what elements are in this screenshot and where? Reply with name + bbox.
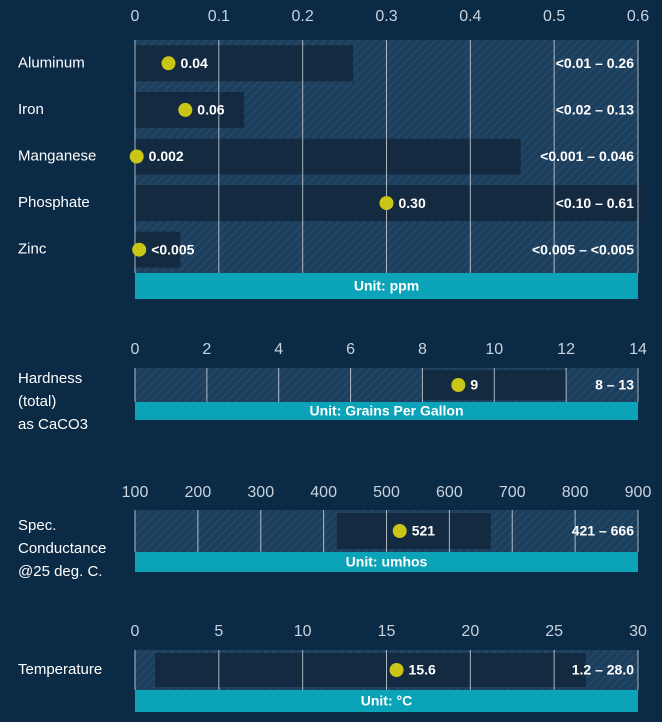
category-label: Phosphate xyxy=(18,194,90,211)
x-tick-label: 2 xyxy=(202,341,211,358)
category-label: Manganese xyxy=(18,147,96,164)
x-tick-label: 300 xyxy=(247,484,274,501)
value-dot xyxy=(132,242,147,257)
x-tick-label: 900 xyxy=(625,484,652,501)
x-tick-label: 600 xyxy=(436,484,463,501)
x-tick-label: 800 xyxy=(562,484,589,501)
value-label: 0.06 xyxy=(197,102,224,118)
range-bar xyxy=(155,653,587,687)
unit-bar xyxy=(135,552,638,572)
range-label: 1.2 – 28.0 xyxy=(572,662,634,678)
value-label: 9 xyxy=(470,377,478,393)
range-label: <0.10 – 0.61 xyxy=(556,195,634,211)
value-label: 15.6 xyxy=(409,662,436,678)
x-tick-label: 700 xyxy=(499,484,526,501)
range-label: <0.001 – 0.046 xyxy=(540,148,634,164)
category-label: @25 deg. C. xyxy=(18,563,102,580)
x-tick-label: 14 xyxy=(629,341,647,358)
unit-label: Unit: ppm xyxy=(354,278,419,294)
category-label: Iron xyxy=(18,101,44,118)
x-tick-label: 30 xyxy=(629,623,647,640)
value-dot xyxy=(178,102,193,117)
value-dot xyxy=(392,524,407,538)
category-label: Temperature xyxy=(18,661,102,678)
x-tick-label: 25 xyxy=(545,623,563,640)
x-tick-label: 0.1 xyxy=(208,8,230,25)
x-tick-label: 0 xyxy=(131,341,140,358)
x-tick-label: 20 xyxy=(461,623,479,640)
value-label: 521 xyxy=(412,523,436,539)
category-label: (total) xyxy=(18,393,56,410)
value-label: 0.04 xyxy=(181,55,208,71)
category-label: Conductance xyxy=(18,540,106,557)
value-label: 0.002 xyxy=(149,148,184,164)
x-tick-label: 0 xyxy=(131,623,140,640)
x-tick-label: 5 xyxy=(214,623,223,640)
x-tick-label: 6 xyxy=(346,341,355,358)
value-dot xyxy=(451,378,466,392)
x-tick-label: 15 xyxy=(378,623,396,640)
x-tick-label: 4 xyxy=(274,341,283,358)
unit-bar xyxy=(135,690,638,712)
x-tick-label: 0.2 xyxy=(292,8,314,25)
category-label: as CaCO3 xyxy=(18,416,88,433)
x-tick-label: 0.6 xyxy=(627,8,649,25)
range-label: <0.01 – 0.26 xyxy=(556,55,634,71)
x-tick-label: 10 xyxy=(294,623,312,640)
range-label: 421 – 666 xyxy=(572,523,634,539)
x-tick-label: 200 xyxy=(185,484,212,501)
category-label: Spec. xyxy=(18,517,56,534)
range-bar xyxy=(135,138,521,175)
value-dot xyxy=(161,56,176,71)
value-dot xyxy=(389,663,404,677)
category-label: Hardness xyxy=(18,370,82,387)
x-tick-label: 0.4 xyxy=(459,8,481,25)
x-tick-label: 100 xyxy=(122,484,149,501)
range-label: <0.005 – <0.005 xyxy=(532,241,634,257)
range-label: 8 – 13 xyxy=(595,377,634,393)
x-tick-label: 0.3 xyxy=(375,8,397,25)
unit-bar xyxy=(135,273,638,299)
x-tick-label: 8 xyxy=(418,341,427,358)
value-label: 0.30 xyxy=(399,195,426,211)
value-dot xyxy=(379,196,394,211)
unit-label: Unit: Grains Per Gallon xyxy=(309,403,463,419)
x-tick-label: 400 xyxy=(310,484,337,501)
category-label: Zinc xyxy=(18,241,47,258)
category-label: Aluminum xyxy=(18,54,85,71)
range-label: <0.02 – 0.13 xyxy=(556,102,634,118)
x-tick-label: 12 xyxy=(557,341,575,358)
x-tick-label: 0.5 xyxy=(543,8,565,25)
unit-label: Unit: °C xyxy=(361,693,412,709)
value-label: <0.005 xyxy=(151,241,194,257)
unit-label: Unit: umhos xyxy=(346,554,428,570)
x-tick-label: 0 xyxy=(131,8,140,25)
range-bar xyxy=(336,513,491,549)
x-tick-label: 10 xyxy=(485,341,503,358)
x-tick-label: 500 xyxy=(373,484,400,501)
unit-bar xyxy=(135,402,638,420)
value-dot xyxy=(129,149,144,164)
